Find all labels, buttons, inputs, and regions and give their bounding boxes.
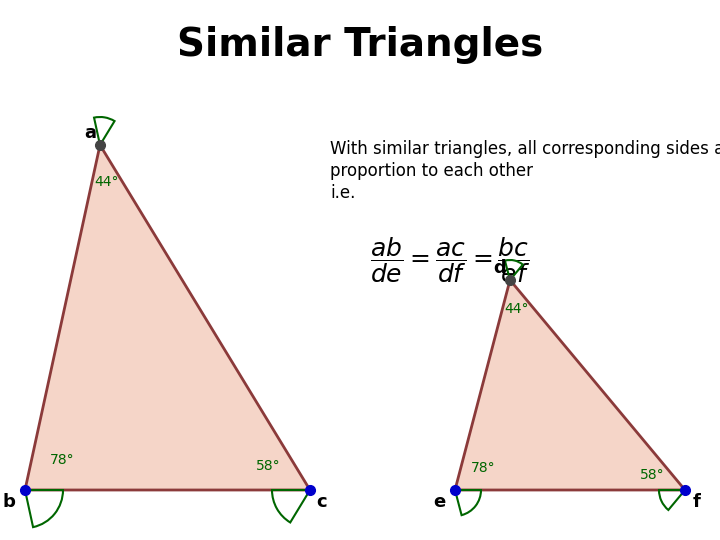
Text: c: c bbox=[317, 493, 328, 511]
Text: i.e.: i.e. bbox=[330, 184, 356, 202]
Text: f: f bbox=[693, 493, 701, 511]
Text: 58°: 58° bbox=[640, 468, 665, 482]
Text: With similar triangles, all corresponding sides are in: With similar triangles, all correspondin… bbox=[330, 140, 720, 158]
Text: 78°: 78° bbox=[471, 461, 496, 475]
Text: $\dfrac{ab}{de} = \dfrac{ac}{df} = \dfrac{bc}{ef}$: $\dfrac{ab}{de} = \dfrac{ac}{df} = \dfra… bbox=[370, 235, 530, 285]
Text: 58°: 58° bbox=[256, 460, 281, 474]
Text: e: e bbox=[433, 493, 445, 511]
Text: d: d bbox=[494, 259, 506, 277]
Polygon shape bbox=[25, 145, 310, 490]
Polygon shape bbox=[455, 280, 685, 490]
Text: proportion to each other: proportion to each other bbox=[330, 162, 533, 180]
Text: 44°: 44° bbox=[94, 176, 119, 190]
Text: a: a bbox=[84, 124, 96, 142]
Text: b: b bbox=[3, 493, 15, 511]
Text: 78°: 78° bbox=[50, 453, 75, 467]
Text: 44°: 44° bbox=[504, 302, 528, 316]
Text: Similar Triangles: Similar Triangles bbox=[177, 26, 543, 64]
